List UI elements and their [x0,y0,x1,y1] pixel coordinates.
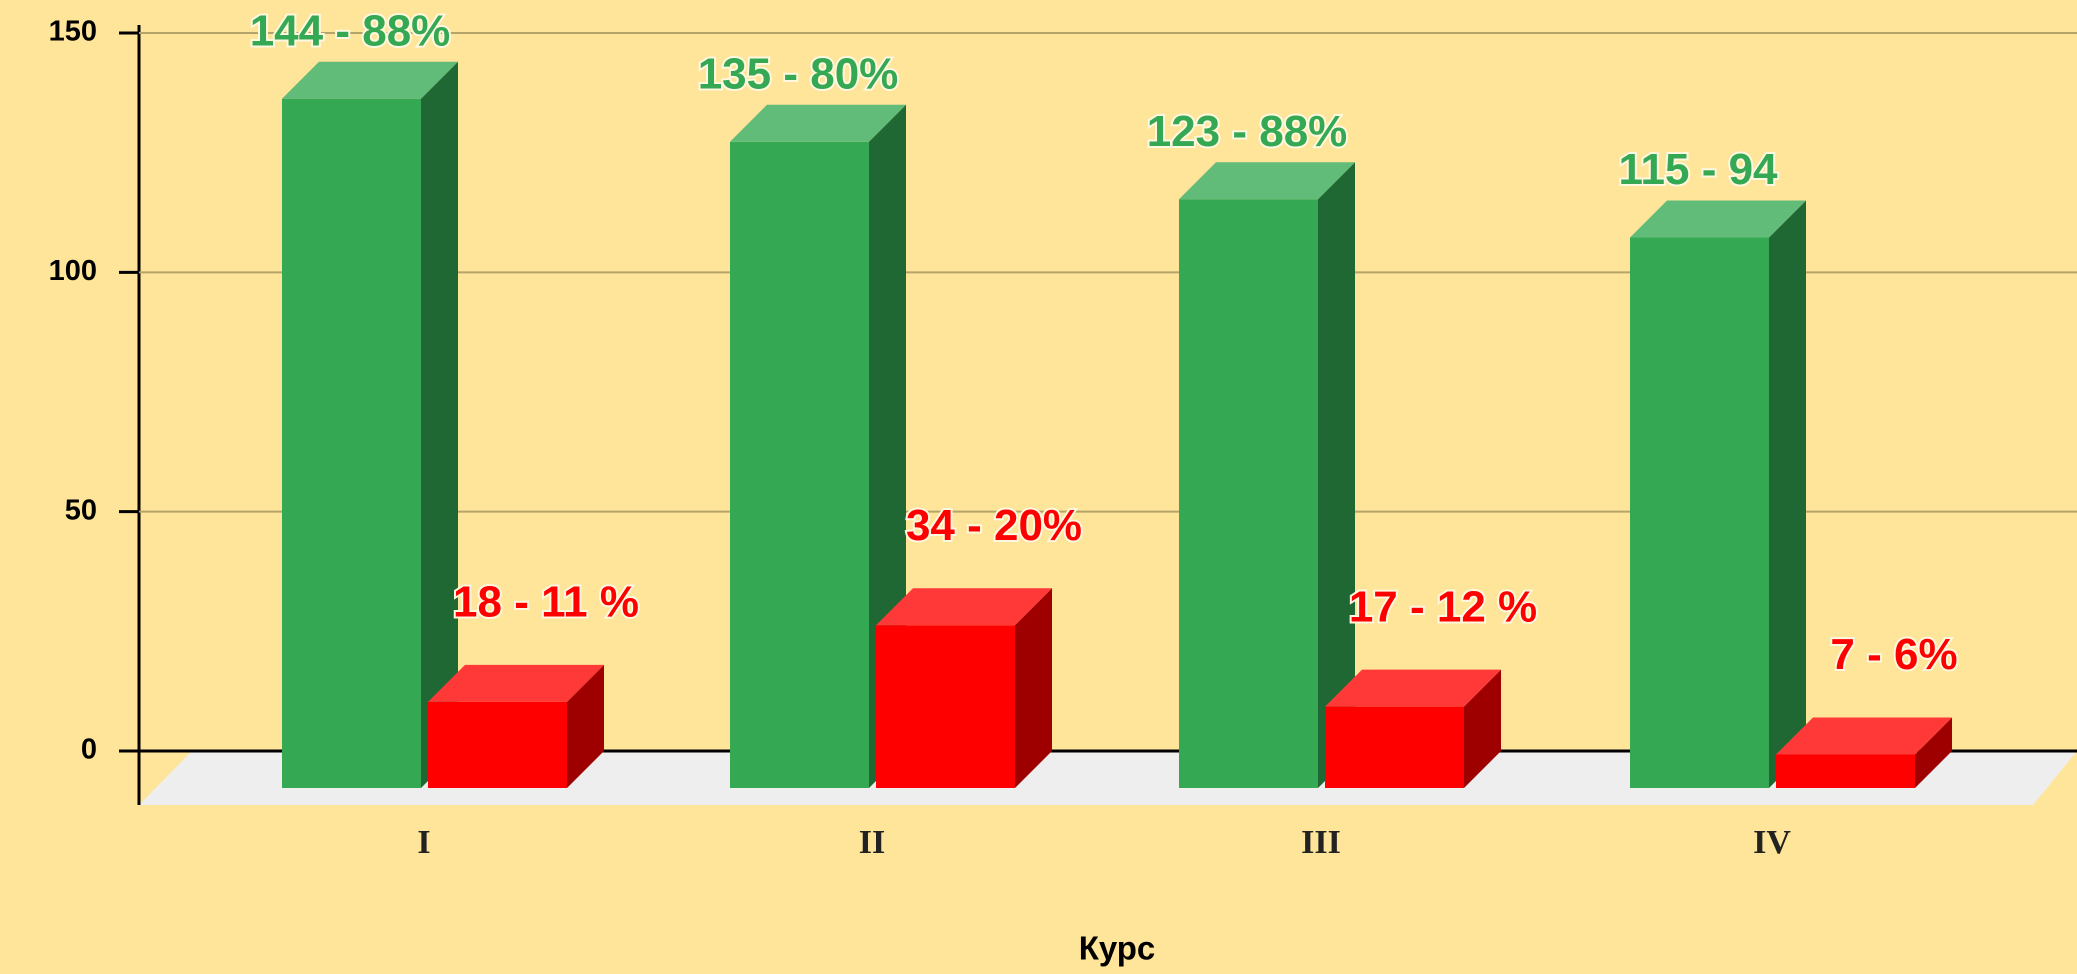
value-label: 144 - 88% [250,6,451,55]
value-label: 135 - 80% [698,49,899,98]
bar-side [1464,669,1501,788]
bar-top [1776,717,1952,755]
value-label: 7 - 6% [1830,630,1957,679]
floor [139,751,2077,805]
bar-side [1769,200,1806,789]
bar-top [1325,669,1501,707]
x-tick-label: III [1301,824,1341,861]
bar-side [1015,588,1052,788]
bar [282,98,421,789]
value-label: 17 - 12 % [1349,582,1537,631]
bar [1179,199,1318,789]
bar [1630,237,1769,789]
value-label: 123 - 88% [1147,107,1348,156]
bar-top [282,61,458,99]
value-label: 115 - 94 [1618,145,1778,194]
x-tick-label: IV [1753,824,1791,861]
bar [428,701,567,788]
bar [1325,706,1464,788]
bar-side [421,61,458,789]
value-label: 18 - 11 % [453,577,639,626]
bar-top [1630,200,1806,238]
bar-side [567,664,604,788]
bar [876,625,1015,788]
bar-side [1318,162,1355,789]
bar-top [876,588,1052,626]
bar [1776,754,1915,788]
bar-top [428,664,604,702]
y-tick-label: 0 [81,734,97,766]
x-axis-title: Курс [1079,930,1156,967]
y-tick-label: 50 [65,494,97,526]
x-tick-label: II [859,824,885,861]
x-tick-label: I [417,824,430,861]
bar-top [1179,162,1355,200]
y-tick-label: 100 [49,255,97,287]
y-tick-label: 150 [49,16,97,48]
value-label: 34 - 20% [906,501,1082,550]
bar-side [1915,717,1952,788]
bar-top [730,104,906,142]
bar [730,141,869,789]
